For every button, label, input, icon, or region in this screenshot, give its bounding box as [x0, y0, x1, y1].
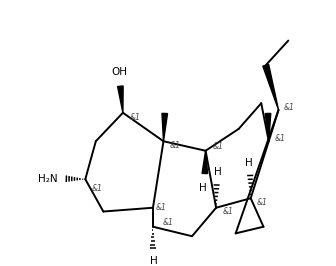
Text: &1: &1 — [156, 203, 167, 212]
Text: H: H — [245, 158, 253, 168]
Text: H: H — [214, 167, 222, 177]
Text: &1: &1 — [275, 134, 286, 143]
Text: &1: &1 — [129, 113, 140, 122]
Text: H₂N: H₂N — [38, 174, 57, 184]
Text: H: H — [150, 256, 157, 266]
Text: OH: OH — [111, 67, 127, 77]
Text: &1: &1 — [92, 184, 102, 193]
Polygon shape — [265, 113, 271, 141]
Text: &1: &1 — [257, 198, 268, 206]
Text: &1: &1 — [222, 207, 233, 216]
Text: H: H — [200, 183, 207, 193]
Polygon shape — [162, 113, 168, 141]
Polygon shape — [202, 151, 208, 174]
Text: &1: &1 — [213, 143, 223, 151]
Polygon shape — [263, 64, 279, 110]
Text: &1: &1 — [284, 103, 295, 112]
Polygon shape — [118, 86, 123, 113]
Text: &1: &1 — [170, 141, 181, 150]
Text: &1: &1 — [163, 218, 173, 227]
